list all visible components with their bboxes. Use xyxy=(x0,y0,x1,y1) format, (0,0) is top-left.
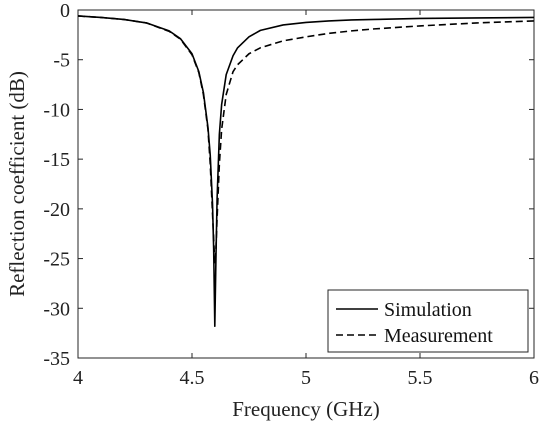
y-axis-label: Reflection coefficient (dB) xyxy=(5,71,29,297)
y-axis: 0 -5 -10 -15 -20 -25 -30 -35 xyxy=(43,0,534,370)
legend-label-measurement: Measurement xyxy=(384,325,493,347)
y-tick-label: -25 xyxy=(43,249,70,271)
legend-box xyxy=(327,289,529,353)
y-tick-label: -20 xyxy=(43,199,70,221)
y-tick-label: 0 xyxy=(60,0,70,22)
x-axis: 4 4.5 5 5.5 6 xyxy=(73,10,539,389)
x-tick-label: 4 xyxy=(73,367,83,389)
legend: Simulation Measurement xyxy=(327,289,529,353)
series-simulation-line xyxy=(77,15,535,327)
series-measurement-line xyxy=(77,15,535,265)
y-tick-label: -15 xyxy=(43,149,70,171)
x-tick-label: 5 xyxy=(301,367,311,389)
x-axis-label: Frequency (GHz) xyxy=(232,397,380,421)
x-tick-label: 6 xyxy=(529,367,539,389)
x-tick-label: 5.5 xyxy=(408,367,433,389)
y-tick-label: -5 xyxy=(53,50,70,72)
series-layer xyxy=(77,15,535,327)
x-tick-label: 4.5 xyxy=(180,367,205,389)
y-tick-label: -30 xyxy=(43,298,70,320)
legend-label-simulation: Simulation xyxy=(384,299,472,321)
y-tick-label: -35 xyxy=(43,348,70,370)
y-tick-label: -10 xyxy=(43,99,70,121)
